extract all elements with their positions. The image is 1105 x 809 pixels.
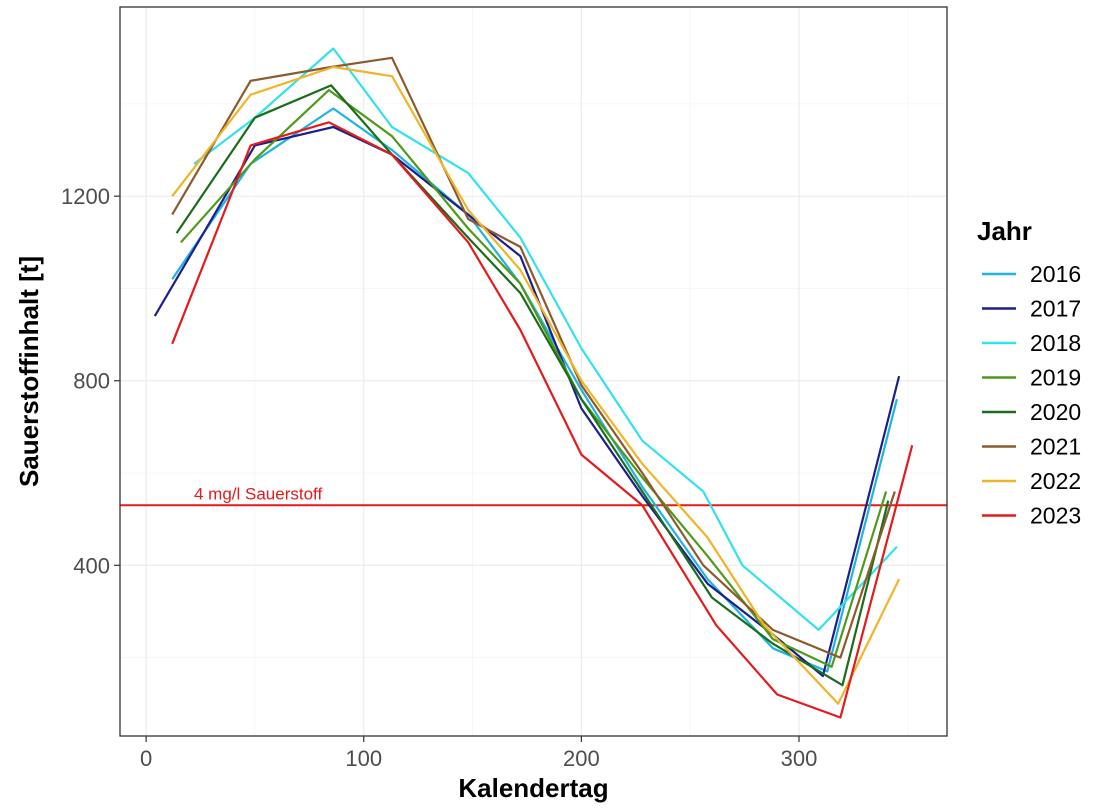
legend-title: Jahr: [977, 216, 1032, 246]
x-tick-label: 100: [345, 746, 382, 771]
axes: 0 100 200 300 400 800 1200: [61, 184, 817, 771]
legend-label-2018: 2018: [1030, 330, 1081, 356]
legend-label-2019: 2019: [1030, 365, 1081, 391]
legend-label-2016: 2016: [1030, 261, 1081, 287]
legend-label-2021: 2021: [1030, 434, 1081, 460]
plot-grid: [120, 7, 947, 736]
y-tick-label: 1200: [61, 184, 110, 209]
reference-line-label: 4 mg/l Sauerstoff: [194, 484, 322, 503]
y-tick-label: 400: [73, 553, 110, 578]
legend-label-2020: 2020: [1030, 399, 1081, 425]
x-tick-label: 200: [563, 746, 600, 771]
series-line-2023: [171, 121, 914, 719]
series-line-2017: [153, 125, 901, 678]
legend-label-2022: 2022: [1030, 468, 1081, 494]
series-line-2018: [193, 47, 898, 632]
legend-label-2023: 2023: [1030, 503, 1081, 529]
y-axis-title: Sauerstoffinhalt [t]: [14, 256, 44, 487]
series-line-2022: [171, 65, 901, 705]
series-line-2016: [171, 107, 898, 673]
y-tick-label: 800: [73, 369, 110, 394]
series-line-2021: [171, 56, 896, 659]
legend-label-2017: 2017: [1030, 296, 1081, 322]
series-line-2020: [175, 84, 890, 687]
legend: Jahr 2016 2017 2018 2019 2020 2021 2022 2023: [977, 216, 1081, 529]
reference-line-group: 4 mg/l Sauerstoff: [120, 484, 947, 507]
x-axis-title: Kalendertag: [458, 773, 608, 803]
x-tick-label: 300: [781, 746, 818, 771]
x-tick-label: 0: [140, 746, 152, 771]
series-lines: [153, 47, 914, 719]
plot-panel-border: [119, 6, 948, 737]
